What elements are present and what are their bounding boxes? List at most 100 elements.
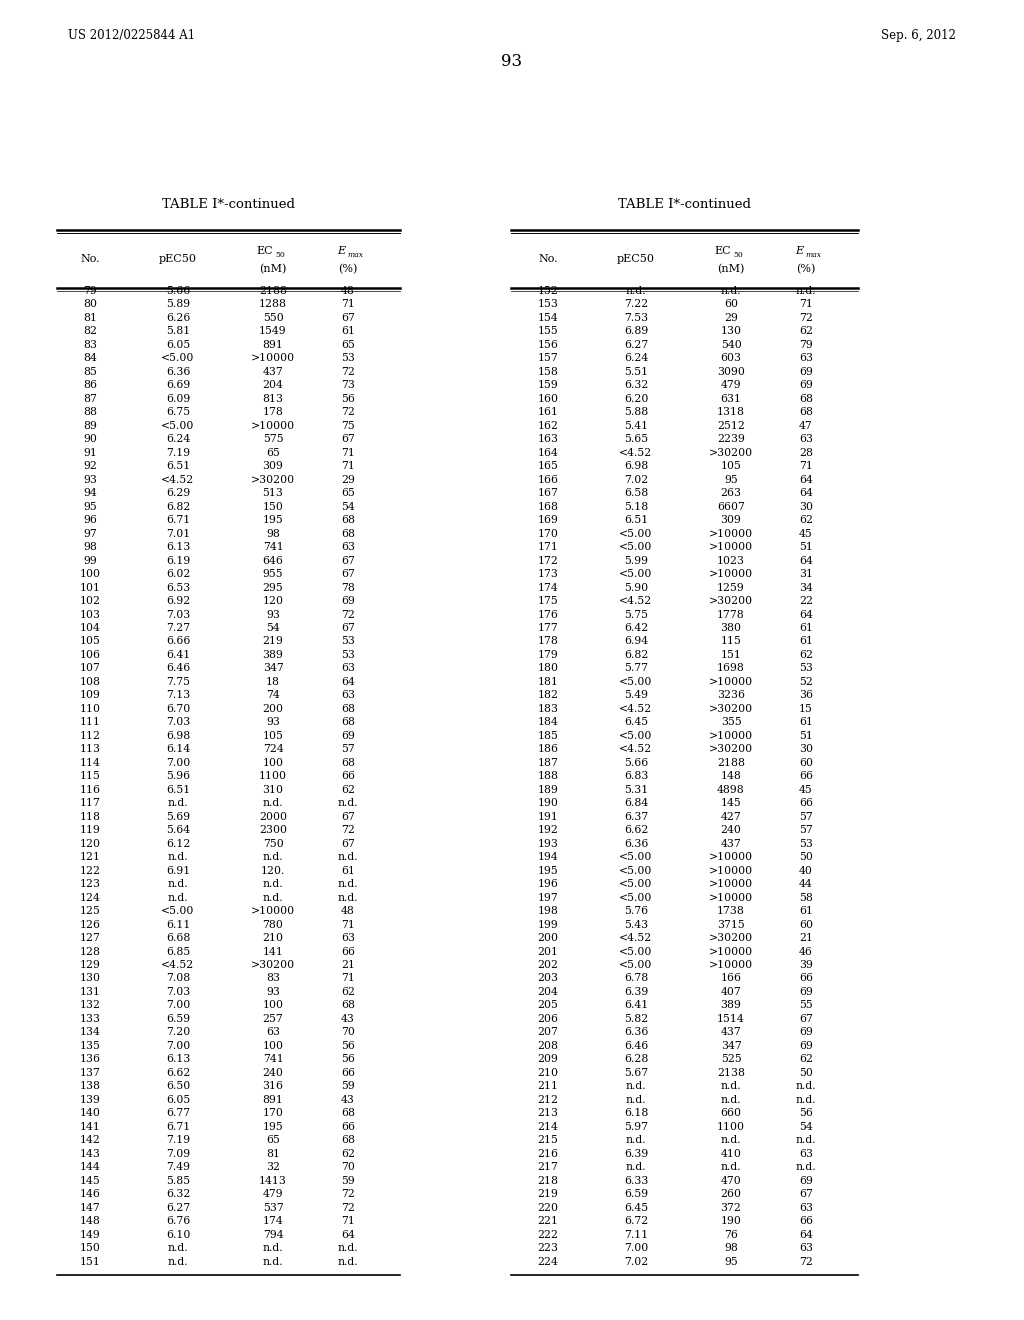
Text: 7.49: 7.49	[166, 1162, 190, 1172]
Text: 104: 104	[80, 623, 100, 634]
Text: 6.02: 6.02	[166, 569, 190, 579]
Text: >30200: >30200	[709, 447, 753, 458]
Text: 62: 62	[341, 785, 355, 795]
Text: 211: 211	[538, 1081, 558, 1092]
Text: 166: 166	[538, 475, 558, 484]
Text: 60: 60	[799, 758, 813, 768]
Text: <5.00: <5.00	[620, 677, 652, 686]
Text: 6.27: 6.27	[166, 1203, 190, 1213]
Text: 537: 537	[262, 1203, 284, 1213]
Text: 207: 207	[538, 1027, 558, 1038]
Text: 110: 110	[80, 704, 100, 714]
Text: 6.45: 6.45	[624, 1203, 648, 1213]
Text: <5.00: <5.00	[162, 354, 195, 363]
Text: <4.52: <4.52	[162, 475, 195, 484]
Text: 169: 169	[538, 515, 558, 525]
Text: Sep. 6, 2012: Sep. 6, 2012	[881, 29, 956, 41]
Text: 1514: 1514	[717, 1014, 744, 1024]
Text: 72: 72	[341, 1189, 355, 1199]
Text: <4.52: <4.52	[620, 704, 652, 714]
Text: 65: 65	[266, 1135, 280, 1146]
Text: 195: 195	[262, 515, 284, 525]
Text: 90: 90	[83, 434, 97, 445]
Text: 69: 69	[799, 1176, 813, 1185]
Text: 189: 189	[538, 785, 558, 795]
Text: 139: 139	[80, 1094, 100, 1105]
Text: <5.00: <5.00	[162, 421, 195, 430]
Text: 550: 550	[262, 313, 284, 323]
Text: 61: 61	[799, 636, 813, 647]
Text: >30200: >30200	[251, 960, 295, 970]
Text: 5.81: 5.81	[166, 326, 190, 337]
Text: 1778: 1778	[717, 610, 744, 619]
Text: 56: 56	[341, 1041, 355, 1051]
Text: 100: 100	[262, 1001, 284, 1010]
Text: 67: 67	[341, 838, 355, 849]
Text: 29: 29	[724, 313, 738, 323]
Text: 71: 71	[799, 300, 813, 309]
Text: 6.51: 6.51	[166, 785, 190, 795]
Text: 78: 78	[341, 582, 355, 593]
Text: 83: 83	[83, 341, 97, 350]
Text: 206: 206	[538, 1014, 558, 1024]
Text: 215: 215	[538, 1135, 558, 1146]
Text: 138: 138	[80, 1081, 100, 1092]
Text: 7.08: 7.08	[166, 973, 190, 983]
Text: 7.00: 7.00	[166, 1001, 190, 1010]
Text: 67: 67	[341, 434, 355, 445]
Text: 6.98: 6.98	[624, 461, 648, 471]
Text: 67: 67	[341, 313, 355, 323]
Text: <5.00: <5.00	[620, 853, 652, 862]
Text: 62: 62	[341, 1148, 355, 1159]
Text: TABLE I*-continued: TABLE I*-continued	[162, 198, 295, 211]
Text: 170: 170	[538, 528, 558, 539]
Text: 67: 67	[799, 1014, 813, 1024]
Text: 102: 102	[80, 597, 100, 606]
Text: 60: 60	[799, 920, 813, 929]
Text: 62: 62	[799, 649, 813, 660]
Text: 2188: 2188	[259, 286, 287, 296]
Text: <5.00: <5.00	[620, 892, 652, 903]
Text: >30200: >30200	[709, 597, 753, 606]
Text: 194: 194	[538, 853, 558, 862]
Text: 513: 513	[262, 488, 284, 498]
Text: 6.71: 6.71	[166, 1122, 190, 1131]
Text: 750: 750	[262, 838, 284, 849]
Text: 71: 71	[799, 461, 813, 471]
Text: 15: 15	[799, 704, 813, 714]
Text: 7.27: 7.27	[166, 623, 190, 634]
Text: 68: 68	[341, 704, 355, 714]
Text: 119: 119	[80, 825, 100, 836]
Text: EC: EC	[715, 246, 731, 256]
Text: 187: 187	[538, 758, 558, 768]
Text: 5.85: 5.85	[166, 1176, 190, 1185]
Text: n.d.: n.d.	[721, 1094, 741, 1105]
Text: 6.29: 6.29	[166, 488, 190, 498]
Text: 540: 540	[721, 341, 741, 350]
Text: 2188: 2188	[717, 758, 745, 768]
Text: >10000: >10000	[251, 906, 295, 916]
Text: 6.13: 6.13	[166, 1055, 190, 1064]
Text: 53: 53	[799, 838, 813, 849]
Text: 53: 53	[341, 649, 355, 660]
Text: >30200: >30200	[709, 933, 753, 942]
Text: 98: 98	[83, 543, 97, 552]
Text: 347: 347	[262, 664, 284, 673]
Text: 48: 48	[341, 286, 355, 296]
Text: EC: EC	[256, 246, 273, 256]
Text: 6.28: 6.28	[624, 1055, 648, 1064]
Text: 68: 68	[341, 515, 355, 525]
Text: 114: 114	[80, 758, 100, 768]
Text: 34: 34	[799, 582, 813, 593]
Text: 62: 62	[799, 326, 813, 337]
Text: 6.76: 6.76	[166, 1216, 190, 1226]
Text: 80: 80	[83, 300, 97, 309]
Text: 216: 216	[538, 1148, 558, 1159]
Text: 68: 68	[341, 1135, 355, 1146]
Text: 347: 347	[721, 1041, 741, 1051]
Text: 128: 128	[80, 946, 100, 957]
Text: 6607: 6607	[717, 502, 744, 512]
Text: n.d.: n.d.	[796, 286, 816, 296]
Text: 99: 99	[83, 556, 97, 565]
Text: 51: 51	[799, 731, 813, 741]
